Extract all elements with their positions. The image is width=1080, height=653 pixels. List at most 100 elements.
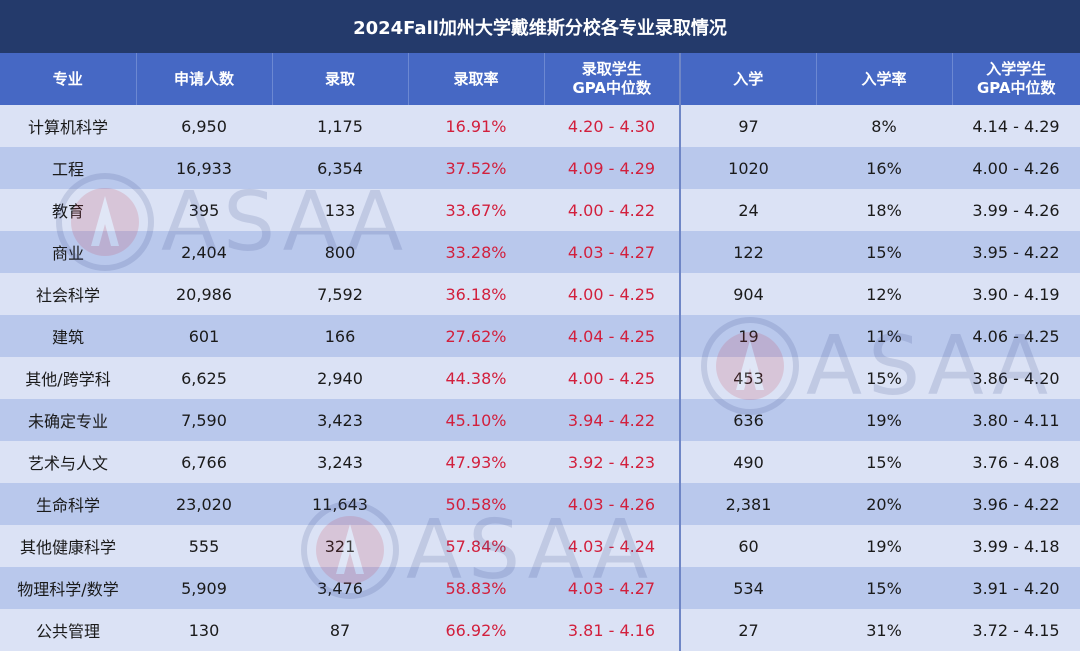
table-row: 公共管理 130 87 66.92% 3.81 - 4.16 27 31% 3.72 - 4.… <box>0 609 1080 651</box>
cell-major: 教育 <box>0 189 136 231</box>
cell-admit-gpa: 4.00 - 4.22 <box>544 189 680 231</box>
cell-admitted: 166 <box>272 315 408 357</box>
cell-applicants: 601 <box>136 315 272 357</box>
cell-admit-rate: 44.38% <box>408 357 544 399</box>
header-enroll-rate: 入学率 <box>816 53 953 105</box>
cell-admit-rate: 16.91% <box>408 105 544 147</box>
cell-admit-gpa: 3.94 - 4.22 <box>544 399 680 441</box>
cell-admit-rate: 57.84% <box>408 525 544 567</box>
header-admit-gpa: 录取学生 GPA中位数 <box>544 53 681 105</box>
table-row: 艺术与人文 6,766 3,243 47.93% 3.92 - 4.23 490 15% 3.… <box>0 441 1080 483</box>
cell-admit-gpa: 3.92 - 4.23 <box>544 441 680 483</box>
cell-admitted: 800 <box>272 231 408 273</box>
cell-enroll-rate: 8% <box>816 105 952 147</box>
cell-enroll-rate: 12% <box>816 273 952 315</box>
cell-enroll-rate: 15% <box>816 357 952 399</box>
cell-admit-gpa: 3.81 - 4.16 <box>544 609 680 651</box>
header-enroll-gpa: 入学学生 GPA中位数 <box>952 53 1080 105</box>
cell-enroll-rate: 16% <box>816 147 952 189</box>
cell-major: 建筑 <box>0 315 136 357</box>
table-row: 社会科学 20,986 7,592 36.18% 4.00 - 4.25 904 12% 3.… <box>0 273 1080 315</box>
cell-admit-rate: 50.58% <box>408 483 544 525</box>
cell-enrolled: 636 <box>679 399 816 441</box>
cell-major: 其他/跨学科 <box>0 357 136 399</box>
cell-applicants: 6,766 <box>136 441 272 483</box>
table-row: 教育 395 133 33.67% 4.00 - 4.22 24 18% 3.99 - 4.2… <box>0 189 1080 231</box>
cell-enroll-gpa: 4.00 - 4.26 <box>952 147 1080 189</box>
cell-major: 物理科学/数学 <box>0 567 136 609</box>
cell-admitted: 87 <box>272 609 408 651</box>
cell-enroll-gpa: 3.72 - 4.15 <box>952 609 1080 651</box>
cell-admit-gpa: 4.09 - 4.29 <box>544 147 680 189</box>
cell-admit-rate: 58.83% <box>408 567 544 609</box>
table-row: 物理科学/数学 5,909 3,476 58.83% 4.03 - 4.27 534 15%… <box>0 567 1080 609</box>
cell-enroll-rate: 19% <box>816 525 952 567</box>
cell-admit-rate: 45.10% <box>408 399 544 441</box>
cell-enroll-gpa: 4.06 - 4.25 <box>952 315 1080 357</box>
cell-enroll-rate: 19% <box>816 399 952 441</box>
cell-enroll-gpa: 3.76 - 4.08 <box>952 441 1080 483</box>
cell-enroll-gpa: 3.96 - 4.22 <box>952 483 1080 525</box>
table-row: 工程 16,933 6,354 37.52% 4.09 - 4.29 1020 16% 4.0… <box>0 147 1080 189</box>
cell-admitted: 3,243 <box>272 441 408 483</box>
cell-admit-rate: 47.93% <box>408 441 544 483</box>
cell-admit-gpa: 4.03 - 4.26 <box>544 483 680 525</box>
cell-major: 工程 <box>0 147 136 189</box>
cell-enroll-rate: 15% <box>816 441 952 483</box>
cell-major: 社会科学 <box>0 273 136 315</box>
cell-admit-rate: 33.67% <box>408 189 544 231</box>
cell-admitted: 321 <box>272 525 408 567</box>
cell-enrolled: 2,381 <box>679 483 816 525</box>
cell-enroll-rate: 15% <box>816 567 952 609</box>
cell-major: 商业 <box>0 231 136 273</box>
cell-applicants: 16,933 <box>136 147 272 189</box>
cell-admit-gpa: 4.00 - 4.25 <box>544 273 680 315</box>
cell-admit-rate: 36.18% <box>408 273 544 315</box>
cell-major: 生命科学 <box>0 483 136 525</box>
header-row: 专业 申请人数 录取 录取率 录取学生 GPA中位数 入学 入学率 入学学生 G… <box>0 53 1080 105</box>
cell-enroll-gpa: 3.99 - 4.18 <box>952 525 1080 567</box>
cell-applicants: 130 <box>136 609 272 651</box>
header-enroll-gpa-line1: 入学学生 <box>986 60 1047 78</box>
cell-admitted: 11,643 <box>272 483 408 525</box>
cell-enroll-gpa: 4.14 - 4.29 <box>952 105 1080 147</box>
header-admitted: 录取 <box>272 53 409 105</box>
cell-applicants: 23,020 <box>136 483 272 525</box>
header-major: 专业 <box>0 53 137 105</box>
cell-applicants: 7,590 <box>136 399 272 441</box>
cell-admit-rate: 33.28% <box>408 231 544 273</box>
table-row: 未确定专业 7,590 3,423 45.10% 3.94 - 4.22 636 19% 3.… <box>0 399 1080 441</box>
cell-applicants: 6,950 <box>136 105 272 147</box>
cell-applicants: 6,625 <box>136 357 272 399</box>
cell-enroll-gpa: 3.95 - 4.22 <box>952 231 1080 273</box>
cell-enroll-gpa: 3.90 - 4.19 <box>952 273 1080 315</box>
cell-admit-gpa: 4.03 - 4.27 <box>544 231 680 273</box>
cell-admit-gpa: 4.20 - 4.30 <box>544 105 680 147</box>
table-row: 商业 2,404 800 33.28% 4.03 - 4.27 122 15% 3.95 - … <box>0 231 1080 273</box>
cell-major: 其他健康科学 <box>0 525 136 567</box>
cell-enroll-gpa: 3.91 - 4.20 <box>952 567 1080 609</box>
cell-admitted: 3,423 <box>272 399 408 441</box>
cell-admitted: 7,592 <box>272 273 408 315</box>
cell-admitted: 133 <box>272 189 408 231</box>
header-applicants: 申请人数 <box>136 53 273 105</box>
header-enroll-gpa-line2: GPA中位数 <box>976 79 1056 97</box>
cell-applicants: 20,986 <box>136 273 272 315</box>
cell-enroll-gpa: 3.80 - 4.11 <box>952 399 1080 441</box>
cell-admit-gpa: 4.04 - 4.25 <box>544 315 680 357</box>
cell-enrolled: 1020 <box>679 147 816 189</box>
header-admit-gpa-line1: 录取学生 <box>581 60 642 78</box>
cell-enroll-rate: 11% <box>816 315 952 357</box>
table-row: 其他健康科学 555 321 57.84% 4.03 - 4.24 60 19% 3.99 -… <box>0 525 1080 567</box>
cell-enrolled: 534 <box>679 567 816 609</box>
cell-admitted: 3,476 <box>272 567 408 609</box>
cell-major: 未确定专业 <box>0 399 136 441</box>
cell-enroll-gpa: 3.86 - 4.20 <box>952 357 1080 399</box>
cell-major: 艺术与人文 <box>0 441 136 483</box>
cell-enrolled: 490 <box>679 441 816 483</box>
cell-major: 公共管理 <box>0 609 136 651</box>
cell-enroll-gpa: 3.99 - 4.26 <box>952 189 1080 231</box>
cell-enroll-rate: 20% <box>816 483 952 525</box>
cell-admit-rate: 27.62% <box>408 315 544 357</box>
cell-admit-gpa: 4.03 - 4.24 <box>544 525 680 567</box>
